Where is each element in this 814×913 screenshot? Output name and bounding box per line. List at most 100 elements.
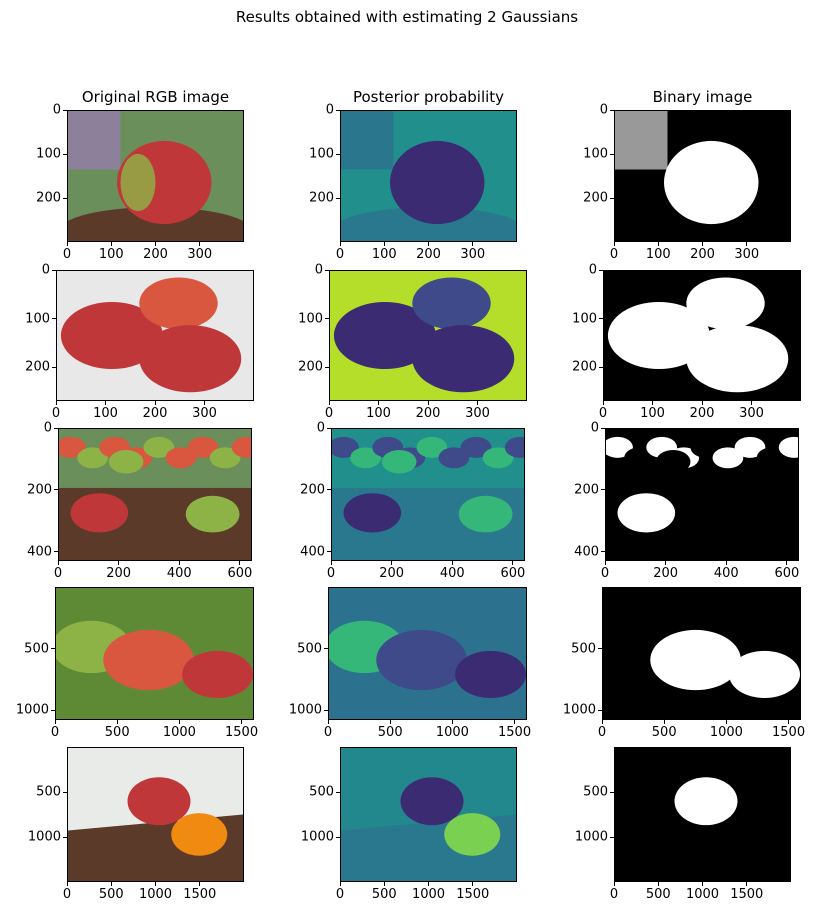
- y-tick-mark: [324, 648, 328, 650]
- y-tick-mark: [601, 427, 605, 429]
- x-tick-label: 500: [645, 887, 671, 902]
- orange-fruit: [444, 813, 501, 856]
- x-tick-label: 0: [324, 406, 334, 421]
- x-tick-label: 600: [774, 566, 800, 581]
- y-tick-label: 200: [36, 190, 61, 206]
- flowers-region: [68, 111, 121, 170]
- x-tick-label: 300: [460, 247, 486, 262]
- background-apple: [712, 447, 744, 469]
- y-tick-label: 500: [571, 641, 596, 657]
- x-tick-label: 1000: [709, 725, 743, 740]
- y-tick-label: 1000: [562, 702, 596, 718]
- background-apple: [734, 436, 766, 458]
- y-tick-label: 0: [590, 420, 599, 436]
- x-tick-label: 300: [187, 247, 213, 262]
- y-tick-label: 1000: [574, 829, 608, 845]
- y-tick-mark: [598, 709, 602, 711]
- image-content: [341, 111, 516, 241]
- x-tick-mark: [613, 882, 615, 886]
- apple-left: [60, 301, 163, 370]
- x-tick-label: 0: [326, 566, 336, 581]
- x-tick-label: 0: [50, 725, 60, 740]
- y-tick-mark: [54, 489, 58, 491]
- background-apple: [77, 447, 108, 469]
- x-tick-mark: [657, 242, 659, 246]
- x-tick-mark: [66, 242, 68, 246]
- x-tick-label: 400: [166, 566, 192, 581]
- x-tick-mark: [701, 401, 703, 405]
- y-tick-mark: [325, 269, 329, 271]
- x-tick-label: 1000: [685, 887, 720, 902]
- x-tick-mark: [427, 401, 429, 405]
- x-tick-mark: [241, 720, 243, 724]
- y-tick-mark: [325, 318, 329, 320]
- x-tick-mark: [239, 561, 241, 565]
- x-tick-mark: [786, 561, 788, 565]
- x-tick-mark: [178, 720, 180, 724]
- x-tick-label: 600: [227, 566, 253, 581]
- apple-region: [664, 140, 759, 225]
- y-tick-mark: [54, 551, 58, 553]
- background-apple: [143, 436, 175, 458]
- background-apple: [231, 436, 251, 458]
- x-tick-mark: [601, 720, 603, 724]
- apple-red: [674, 777, 738, 826]
- apple-region: [390, 140, 485, 225]
- front-apple-left: [70, 493, 129, 533]
- y-tick-mark: [610, 153, 614, 155]
- x-tick-label: 200: [106, 566, 132, 581]
- y-tick-label: 100: [298, 311, 323, 327]
- x-tick-label: 1500: [183, 887, 217, 902]
- apple-center: [376, 629, 467, 691]
- x-tick-label: 0: [62, 887, 72, 902]
- x-tick-mark: [383, 882, 385, 886]
- x-tick-label: 1000: [411, 887, 446, 902]
- background-apple: [209, 447, 241, 469]
- y-tick-label: 0: [52, 102, 61, 118]
- x-tick-label: 1500: [730, 887, 764, 902]
- y-tick-label: 500: [583, 784, 608, 800]
- front-apple-right: [458, 495, 513, 533]
- x-tick-label: 200: [690, 247, 715, 262]
- posterior-panel: [340, 747, 517, 882]
- y-tick-mark: [601, 551, 605, 553]
- y-tick-label: 400: [300, 544, 325, 560]
- apple-top: [686, 277, 765, 330]
- y-tick-mark: [327, 427, 331, 429]
- y-tick-mark: [324, 709, 328, 711]
- background-apple: [460, 436, 492, 458]
- x-tick-label: 1500: [772, 725, 806, 740]
- x-tick-label: 0: [62, 247, 72, 262]
- x-tick-mark: [702, 882, 703, 886]
- orange-fruit: [718, 813, 775, 856]
- y-tick-mark: [63, 791, 67, 793]
- posterior-panel: [329, 270, 527, 401]
- apple-red: [400, 777, 464, 826]
- y-tick-label: 200: [309, 190, 334, 206]
- x-tick-label: 200: [143, 247, 168, 262]
- y-tick-label: 200: [300, 482, 325, 498]
- x-tick-label: 0: [609, 887, 619, 902]
- y-tick-mark: [336, 836, 340, 838]
- x-tick-mark: [204, 401, 205, 405]
- x-tick-mark: [116, 720, 118, 724]
- y-tick-label: 100: [36, 146, 61, 162]
- binary-panel: [614, 110, 791, 242]
- x-tick-label: 0: [323, 725, 333, 740]
- y-tick-label: 0: [41, 262, 50, 278]
- y-tick-label: 0: [325, 102, 334, 118]
- apple-left: [333, 301, 436, 370]
- x-tick-mark: [477, 401, 478, 405]
- x-tick-mark: [155, 882, 156, 886]
- x-tick-mark: [105, 401, 106, 405]
- y-tick-mark: [63, 109, 67, 111]
- background-apple: [438, 447, 470, 469]
- x-tick-label: 200: [142, 406, 168, 421]
- y-tick-label: 200: [583, 190, 608, 206]
- y-tick-label: 200: [27, 482, 52, 498]
- y-tick-label: 1000: [27, 829, 61, 845]
- rgb-image-panel: [67, 110, 244, 242]
- x-tick-label: 1500: [498, 725, 532, 740]
- x-tick-mark: [339, 242, 341, 246]
- y-tick-label: 200: [298, 359, 323, 375]
